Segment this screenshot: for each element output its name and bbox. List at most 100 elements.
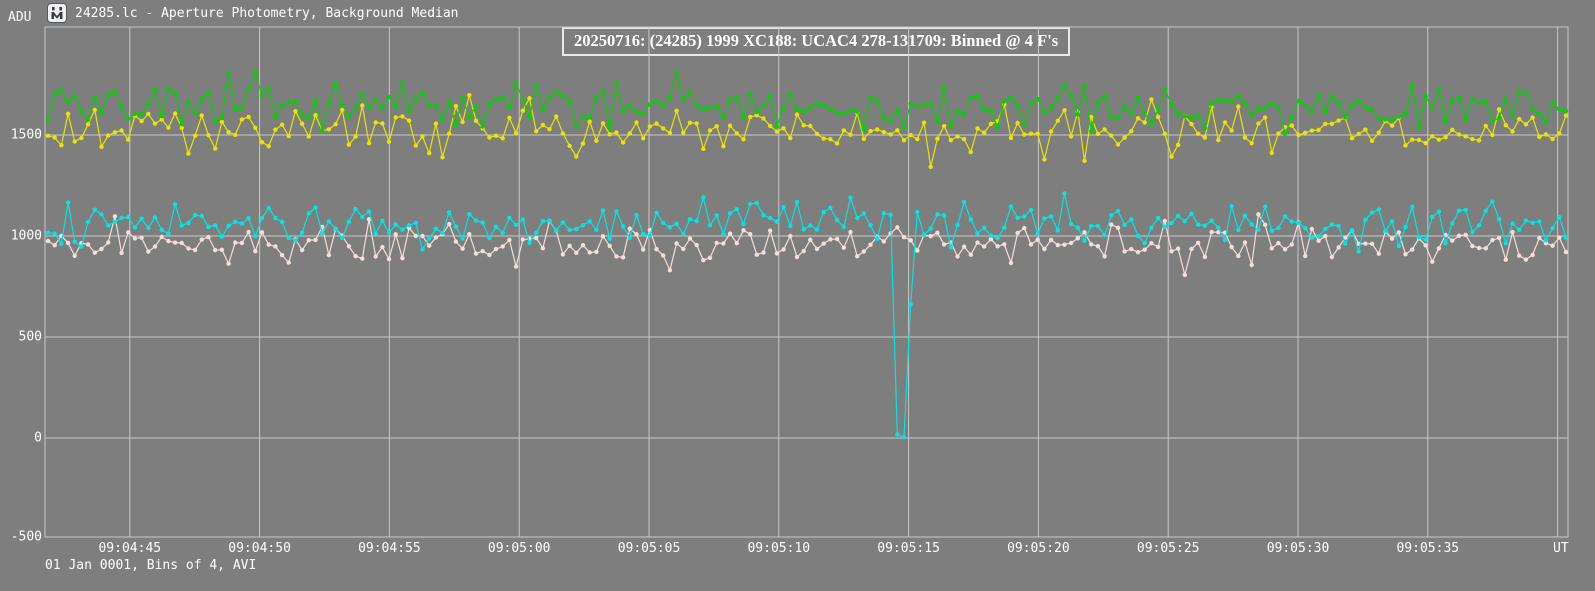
data-point-reference-star[interactable] — [908, 101, 913, 107]
data-point-comparison-star-2[interactable] — [1396, 230, 1402, 235]
data-point-comparison-star-1[interactable] — [1216, 137, 1221, 143]
data-point-reference-star[interactable] — [152, 87, 158, 93]
data-point-target-star[interactable] — [1523, 218, 1529, 223]
data-point-target-star[interactable] — [721, 231, 726, 237]
data-point-target-star[interactable] — [333, 226, 338, 231]
data-point-reference-star[interactable] — [1476, 100, 1482, 105]
data-point-comparison-star-1[interactable] — [1336, 118, 1341, 123]
data-point-reference-star[interactable] — [1296, 98, 1301, 104]
data-point-reference-star[interactable] — [1523, 90, 1529, 95]
data-point-reference-star[interactable] — [259, 93, 265, 98]
data-point-reference-star[interactable] — [79, 109, 84, 114]
data-point-comparison-star-1[interactable] — [1169, 154, 1174, 159]
data-point-reference-star[interactable] — [467, 114, 472, 120]
data-point-comparison-star-1[interactable] — [460, 119, 465, 125]
data-point-target-star[interactable] — [259, 215, 265, 221]
data-point-reference-star[interactable] — [1356, 98, 1361, 104]
data-point-target-star[interactable] — [554, 228, 559, 233]
data-point-target-star[interactable] — [995, 236, 1000, 241]
data-point-comparison-star-2[interactable] — [45, 238, 51, 244]
data-point-target-star[interactable] — [467, 212, 472, 217]
data-point-comparison-star-2[interactable] — [420, 233, 425, 239]
data-point-comparison-star-1[interactable] — [1476, 138, 1482, 143]
data-point-reference-star[interactable] — [714, 104, 719, 109]
data-point-target-star[interactable] — [627, 235, 632, 241]
data-point-comparison-star-1[interactable] — [259, 140, 265, 145]
data-point-comparison-star-1[interactable] — [1082, 158, 1087, 163]
data-point-comparison-star-2[interactable] — [313, 237, 318, 243]
data-point-target-star[interactable] — [507, 215, 512, 220]
data-point-reference-star[interactable] — [721, 114, 726, 120]
data-point-target-star[interactable] — [1068, 221, 1074, 227]
data-point-comparison-star-1[interactable] — [1463, 134, 1468, 139]
data-point-target-star[interactable] — [781, 205, 786, 210]
data-point-target-star[interactable] — [112, 219, 118, 225]
data-point-target-star[interactable] — [580, 223, 586, 228]
data-point-reference-star[interactable] — [1109, 114, 1114, 119]
data-point-comparison-star-2[interactable] — [1202, 254, 1208, 260]
data-point-comparison-star-2[interactable] — [988, 237, 994, 242]
data-point-comparison-star-1[interactable] — [614, 130, 619, 135]
data-point-reference-star[interactable] — [1363, 105, 1368, 110]
data-point-reference-star[interactable] — [828, 107, 833, 112]
data-point-reference-star[interactable] — [333, 81, 338, 86]
data-point-reference-star[interactable] — [1062, 82, 1067, 88]
data-point-reference-star[interactable] — [921, 102, 927, 107]
data-point-comparison-star-1[interactable] — [808, 123, 813, 129]
data-point-comparison-star-1[interactable] — [1055, 118, 1061, 124]
data-point-target-star[interactable] — [614, 209, 619, 214]
data-point-comparison-star-1[interactable] — [233, 132, 238, 138]
data-point-comparison-star-2[interactable] — [707, 255, 713, 260]
data-point-comparison-star-2[interactable] — [1062, 242, 1067, 247]
data-point-reference-star[interactable] — [1216, 97, 1221, 103]
data-point-reference-star[interactable] — [968, 95, 973, 100]
data-point-reference-star[interactable] — [286, 100, 291, 105]
data-point-comparison-star-2[interactable] — [1196, 240, 1201, 245]
data-point-comparison-star-1[interactable] — [895, 128, 900, 133]
data-point-comparison-star-1[interactable] — [861, 136, 866, 142]
data-point-comparison-star-1[interactable] — [1296, 132, 1301, 138]
data-point-comparison-star-2[interactable] — [855, 254, 860, 259]
data-point-target-star[interactable] — [1530, 220, 1535, 225]
data-point-reference-star[interactable] — [781, 106, 786, 111]
data-point-target-star[interactable] — [213, 223, 218, 228]
data-point-target-star[interactable] — [1543, 238, 1549, 243]
data-point-reference-star[interactable] — [213, 119, 218, 124]
data-point-comparison-star-2[interactable] — [179, 240, 184, 246]
data-point-comparison-star-1[interactable] — [520, 108, 525, 113]
data-point-target-star[interactable] — [714, 213, 719, 218]
data-point-comparison-star-1[interactable] — [427, 151, 432, 156]
data-point-comparison-star-2[interactable] — [1403, 252, 1408, 257]
data-point-comparison-star-1[interactable] — [1222, 120, 1228, 125]
data-point-target-star[interactable] — [734, 206, 739, 212]
data-point-comparison-star-2[interactable] — [239, 240, 245, 246]
data-point-reference-star[interactable] — [1450, 98, 1455, 104]
data-point-comparison-star-1[interactable] — [1410, 137, 1415, 142]
data-point-target-star[interactable] — [915, 209, 920, 215]
data-point-comparison-star-2[interactable] — [814, 246, 820, 252]
data-point-comparison-star-1[interactable] — [1175, 142, 1181, 148]
data-point-comparison-star-1[interactable] — [92, 107, 98, 113]
data-point-reference-star[interactable] — [226, 70, 231, 76]
data-point-comparison-star-2[interactable] — [1470, 243, 1475, 249]
data-point-target-star[interactable] — [1022, 214, 1027, 219]
data-point-comparison-star-2[interactable] — [1463, 232, 1468, 238]
data-point-comparison-star-2[interactable] — [126, 230, 131, 235]
data-point-comparison-star-2[interactable] — [1182, 272, 1188, 278]
data-point-reference-star[interactable] — [1410, 83, 1415, 88]
data-point-target-star[interactable] — [567, 227, 572, 233]
data-point-target-star[interactable] — [1202, 223, 1208, 228]
data-point-reference-star[interactable] — [1550, 100, 1555, 105]
data-point-comparison-star-2[interactable] — [1169, 249, 1174, 254]
data-point-reference-star[interactable] — [948, 124, 953, 129]
data-point-comparison-star-1[interactable] — [941, 123, 947, 129]
data-point-target-star[interactable] — [1537, 219, 1542, 224]
data-point-comparison-star-1[interactable] — [1389, 123, 1395, 128]
data-point-reference-star[interactable] — [1416, 125, 1422, 130]
data-point-target-star[interactable] — [99, 212, 104, 217]
data-point-target-star[interactable] — [1282, 214, 1288, 219]
data-point-comparison-star-1[interactable] — [453, 103, 459, 109]
data-point-reference-star[interactable] — [1303, 102, 1308, 108]
data-point-comparison-star-1[interactable] — [1276, 131, 1281, 136]
data-point-comparison-star-1[interactable] — [467, 93, 472, 98]
